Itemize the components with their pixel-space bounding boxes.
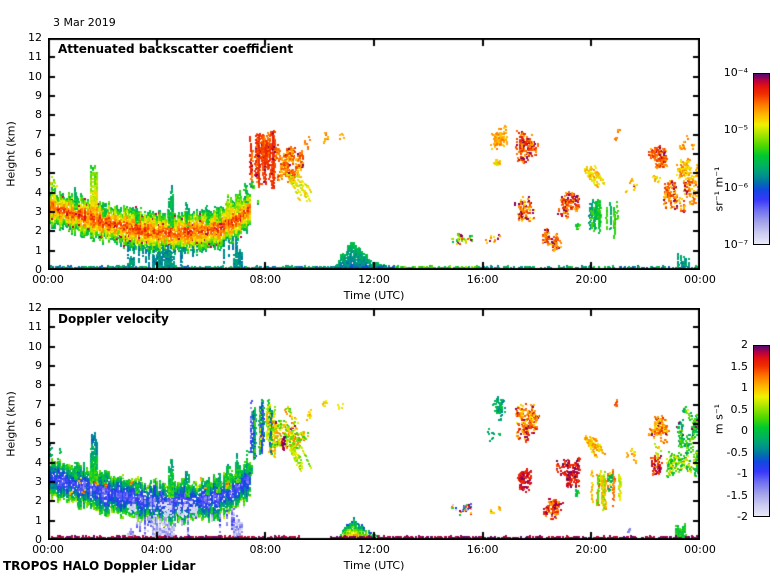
colorbar-tick-label: 1.5	[730, 359, 749, 373]
y-tick-label: 1	[35, 243, 42, 257]
backscatter-colorbar	[753, 73, 770, 245]
y-tick-label: 5	[35, 166, 42, 180]
backscatter-x-axis-label: Time (UTC)	[343, 289, 405, 302]
backscatter-panel-title: Attenuated backscatter coefficient	[58, 42, 294, 56]
y-tick-label: 2	[35, 494, 42, 508]
y-tick-label: 9	[35, 89, 42, 102]
x-tick-label: 00:00	[32, 273, 64, 286]
x-tick-label: 08:00	[249, 273, 282, 286]
x-tick-label: 12:00	[358, 273, 390, 286]
y-tick-label: 7	[35, 397, 42, 411]
y-tick-label: 8	[35, 108, 42, 122]
y-tick-label: 7	[35, 127, 42, 141]
y-tick-label: 0	[35, 533, 42, 546]
colorbar-tick-label: 10⁻⁶	[723, 180, 748, 194]
velocity-colorbar	[753, 345, 770, 517]
x-tick-label: 00:00	[684, 543, 716, 556]
y-tick-label: 12	[28, 301, 42, 314]
x-tick-label: 04:00	[140, 273, 173, 286]
colorbar-tick-label: -0.5	[726, 445, 748, 459]
y-tick-label: 3	[35, 205, 42, 218]
colorbar-tick-label: 0.5	[730, 402, 749, 416]
x-tick-label: 08:00	[249, 543, 282, 556]
y-tick-label: 10	[28, 69, 42, 83]
x-tick-label: 12:00	[358, 543, 390, 556]
y-tick-label: 3	[35, 475, 42, 488]
colorbar-tick-label: 1	[741, 381, 748, 394]
y-tick-label: 12	[28, 31, 42, 44]
colorbar-tick-label: 10⁻⁵	[723, 123, 748, 137]
velocity-heatmap-canvas	[48, 308, 700, 540]
x-tick-label: 00:00	[684, 273, 716, 286]
y-tick-label: 10	[28, 339, 42, 353]
x-tick-label: 20:00	[575, 273, 608, 286]
x-tick-label: 04:00	[140, 543, 173, 556]
colorbar-tick-label: -1	[737, 467, 748, 480]
y-tick-label: 1	[35, 513, 42, 527]
velocity-x-axis-label: Time (UTC)	[343, 559, 405, 572]
y-tick-label: 8	[35, 378, 42, 392]
x-tick-label: 20:00	[575, 543, 608, 556]
backscatter-heatmap-canvas	[48, 38, 700, 270]
y-tick-label: 11	[28, 50, 42, 64]
y-tick-label: 11	[28, 320, 42, 334]
date-label: 3 Mar 2019	[53, 16, 116, 29]
x-tick-label: 16:00	[466, 273, 499, 286]
velocity-panel-title: Doppler velocity	[58, 312, 169, 326]
y-tick-label: 9	[35, 359, 42, 372]
y-tick-label: 4	[35, 185, 42, 199]
y-tick-label: 0	[35, 263, 42, 276]
colorbar-tick-label: 2	[741, 338, 748, 351]
y-tick-label: 2	[35, 224, 42, 238]
y-tick-label: 5	[35, 436, 42, 450]
y-tick-label: 6	[35, 147, 42, 160]
colorbar-tick-label: -2	[737, 510, 748, 523]
colorbar-tick-label: 10⁻⁷	[723, 238, 748, 251]
y-tick-label: 6	[35, 417, 42, 430]
colorbar-tick-label: 10⁻⁴	[723, 66, 748, 79]
x-tick-label: 00:00	[32, 543, 64, 556]
colorbar-tick-label: -1.5	[726, 488, 748, 502]
colorbar-tick-label: 0	[741, 424, 748, 437]
instrument-credit-label: TROPOS HALO Doppler Lidar	[3, 559, 196, 573]
x-tick-label: 16:00	[466, 543, 499, 556]
y-tick-label: 4	[35, 455, 42, 469]
